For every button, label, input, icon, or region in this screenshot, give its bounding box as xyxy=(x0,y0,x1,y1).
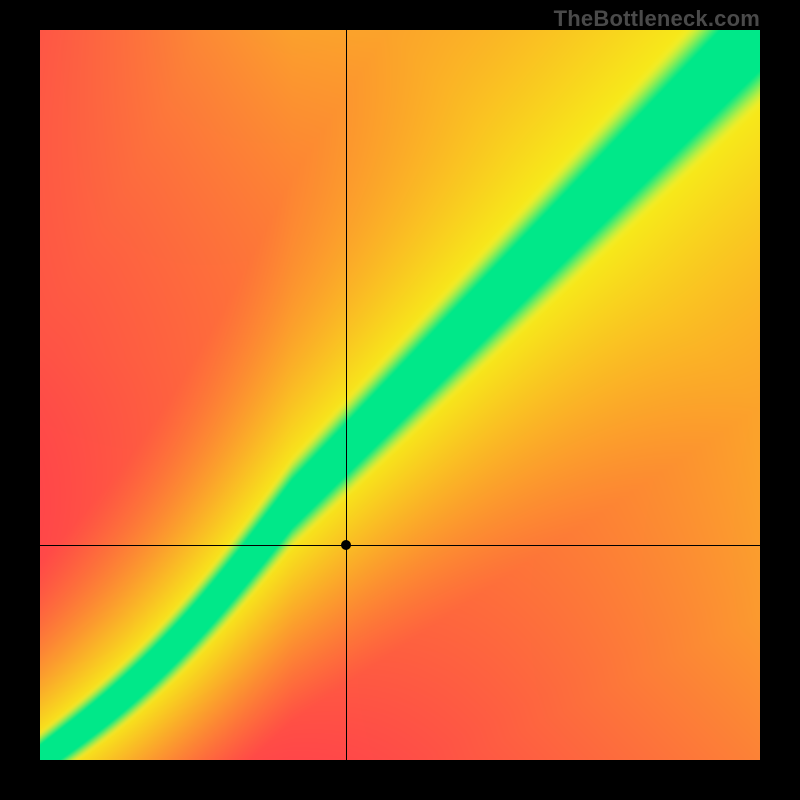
crosshair-vertical xyxy=(346,30,347,760)
watermark: TheBottleneck.com xyxy=(554,6,760,32)
heatmap-canvas xyxy=(40,30,760,760)
marker-dot xyxy=(341,540,351,550)
chart-container: TheBottleneck.com xyxy=(0,0,800,800)
plot-area xyxy=(40,30,760,760)
crosshair-horizontal xyxy=(40,545,760,546)
